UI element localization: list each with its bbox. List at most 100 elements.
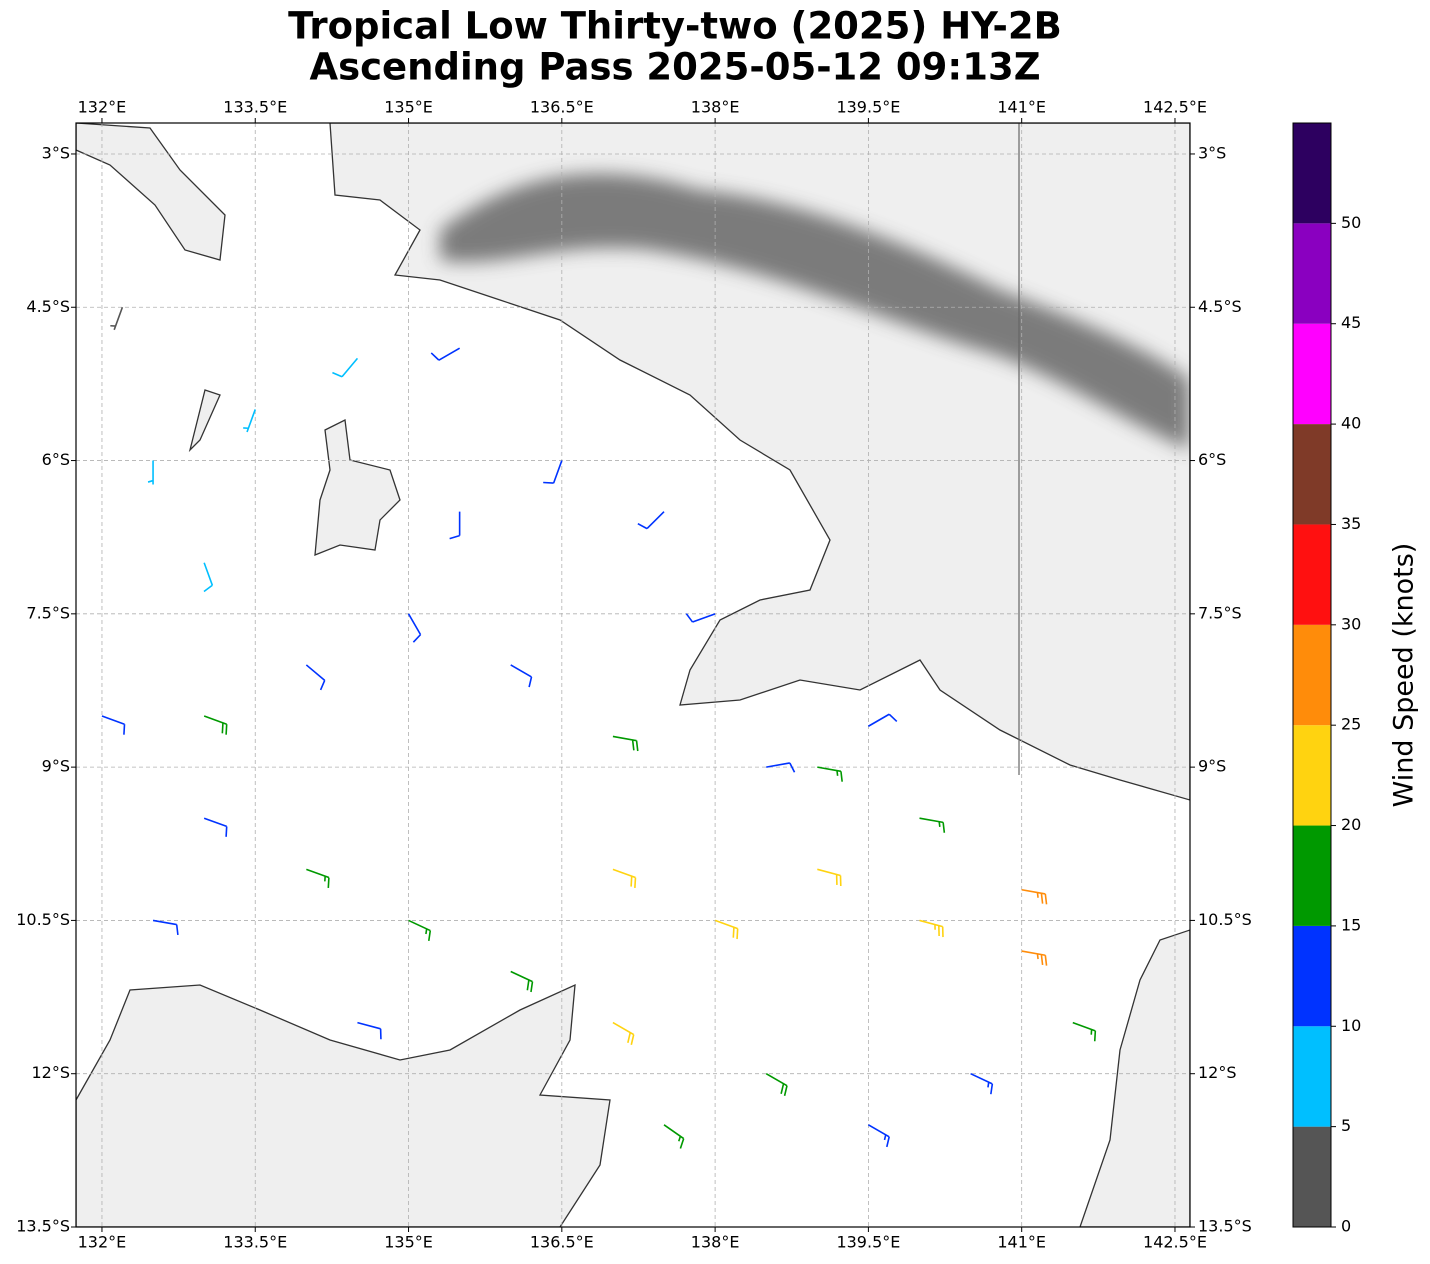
x-tick-label: 133.5°E	[223, 98, 287, 117]
y-tick-label: 12°S	[31, 1063, 70, 1082]
colorbar-segment	[1293, 825, 1331, 926]
wind-barb	[152, 919, 179, 936]
wind-barb	[970, 1072, 994, 1095]
map-base	[76, 123, 1190, 1227]
land-aru	[314, 419, 401, 556]
x-tick-label: 136.5°E	[530, 98, 594, 117]
x-tick-label: 132°E	[78, 1233, 127, 1252]
wind-barb	[1072, 1021, 1097, 1042]
colorbar-segment	[1293, 223, 1331, 324]
y-tick-label: 9°S	[1198, 757, 1226, 776]
wind-barb	[765, 1073, 788, 1097]
wind-barb	[543, 460, 563, 484]
wind-barb	[306, 868, 330, 888]
map-frame	[75, 122, 1191, 1228]
y-tick-label: 13.5°S	[16, 1217, 70, 1236]
colorbar-frame	[1292, 122, 1332, 1228]
colorbar-segment	[1293, 624, 1331, 726]
wind-barb	[357, 1021, 382, 1040]
x-tick-label: 135°E	[384, 1233, 433, 1252]
wind-barb	[637, 511, 665, 530]
colorbar-segment	[1293, 323, 1331, 425]
y-tick-label: 10.5°S	[16, 910, 70, 929]
wind-barb	[510, 970, 534, 993]
colorbar-segment	[1293, 1026, 1331, 1127]
wind-barb	[817, 868, 842, 886]
wind-barb	[305, 664, 326, 691]
y-tick-label: 4.5°S	[1198, 297, 1242, 316]
colorbar-tick-label: 25	[1341, 715, 1361, 734]
wind-barb	[407, 613, 422, 643]
wind-barb	[510, 664, 533, 688]
chart-title: Tropical Low Thirty-two (2025) HY-2B	[288, 5, 1062, 48]
wind-barb	[714, 919, 739, 940]
wind-barb	[408, 919, 432, 942]
land-arnhem	[76, 983, 611, 1227]
x-tick-label: 139.5°E	[836, 98, 900, 117]
wind-barb	[203, 562, 214, 593]
x-tick-label: 141°E	[997, 1233, 1046, 1252]
land-west	[76, 123, 226, 261]
wind-barb	[203, 817, 228, 837]
y-tick-label: 3°S	[1198, 143, 1226, 162]
land-cape-york	[1079, 929, 1190, 1227]
x-tick-label: 133.5°E	[223, 1233, 287, 1252]
wind-barb	[243, 409, 256, 433]
y-tick-label: 9°S	[42, 757, 70, 776]
x-tick-label: 138°E	[691, 98, 740, 117]
barbs	[101, 306, 1097, 1149]
land-island	[188, 389, 221, 453]
colorbar-tick-label: 35	[1341, 514, 1361, 533]
wind-barb	[766, 762, 796, 773]
wind-barb	[449, 511, 461, 540]
colorbar-segment	[1293, 1126, 1331, 1227]
wind-barb	[110, 306, 124, 331]
chart-subtitle: Ascending Pass 2025-05-12 09:13Z	[309, 46, 1040, 89]
wind-barb	[612, 735, 639, 752]
x-tick-label: 142.5°E	[1143, 98, 1207, 117]
colorbar-segment	[1293, 424, 1331, 525]
wind-barb	[1021, 950, 1048, 966]
x-tick-label: 132°E	[78, 98, 127, 117]
y-tick-label: 10.5°S	[1198, 910, 1252, 929]
x-tick-label: 135°E	[384, 98, 433, 117]
wind-barb	[868, 1124, 890, 1148]
wind-barb	[332, 357, 359, 378]
colorbar-tick-label: 45	[1341, 313, 1361, 332]
wind-barb	[430, 347, 461, 361]
colorbar-tick-label: 50	[1341, 213, 1361, 232]
x-tick-label: 139.5°E	[836, 1233, 900, 1252]
x-tick-label: 136.5°E	[530, 1233, 594, 1252]
y-tick-label: 7.5°S	[1198, 603, 1242, 622]
terrain	[440, 173, 1190, 450]
wind-barb	[147, 460, 154, 485]
colorbar-tick-label: 0	[1341, 1217, 1351, 1236]
colorbar-tick-label: 10	[1341, 1016, 1361, 1035]
colorbar-label: Wind Speed (knots)	[1389, 543, 1420, 808]
wind-barb	[203, 715, 228, 735]
wind-barb	[101, 715, 126, 735]
x-tick-label: 138°E	[691, 1233, 740, 1252]
wind-barb	[685, 613, 716, 623]
x-tick-label: 141°E	[997, 98, 1046, 117]
wind-barb	[919, 919, 944, 938]
y-tick-label: 7.5°S	[26, 603, 70, 622]
wind-barb	[612, 1021, 635, 1045]
y-tick-label: 12°S	[1198, 1063, 1237, 1082]
wind-barb	[612, 868, 637, 888]
colorbar-tick-label: 5	[1341, 1116, 1351, 1135]
wind-barb	[919, 817, 946, 833]
colorbar-segment	[1293, 925, 1331, 1027]
colorbar-segment	[1293, 524, 1331, 625]
y-tick-label: 6°S	[42, 450, 70, 469]
colorbar-tick-label: 15	[1341, 915, 1361, 934]
colorbar-segment	[1293, 725, 1331, 826]
colorbar-segment	[1293, 123, 1331, 224]
colorbar-tick-label: 40	[1341, 414, 1361, 433]
wind-barb	[868, 713, 898, 727]
x-tick-label: 142.5°E	[1143, 1233, 1207, 1252]
wind-barb	[817, 766, 843, 782]
y-tick-label: 4.5°S	[26, 297, 70, 316]
colorbar-tick-label: 30	[1341, 614, 1361, 633]
